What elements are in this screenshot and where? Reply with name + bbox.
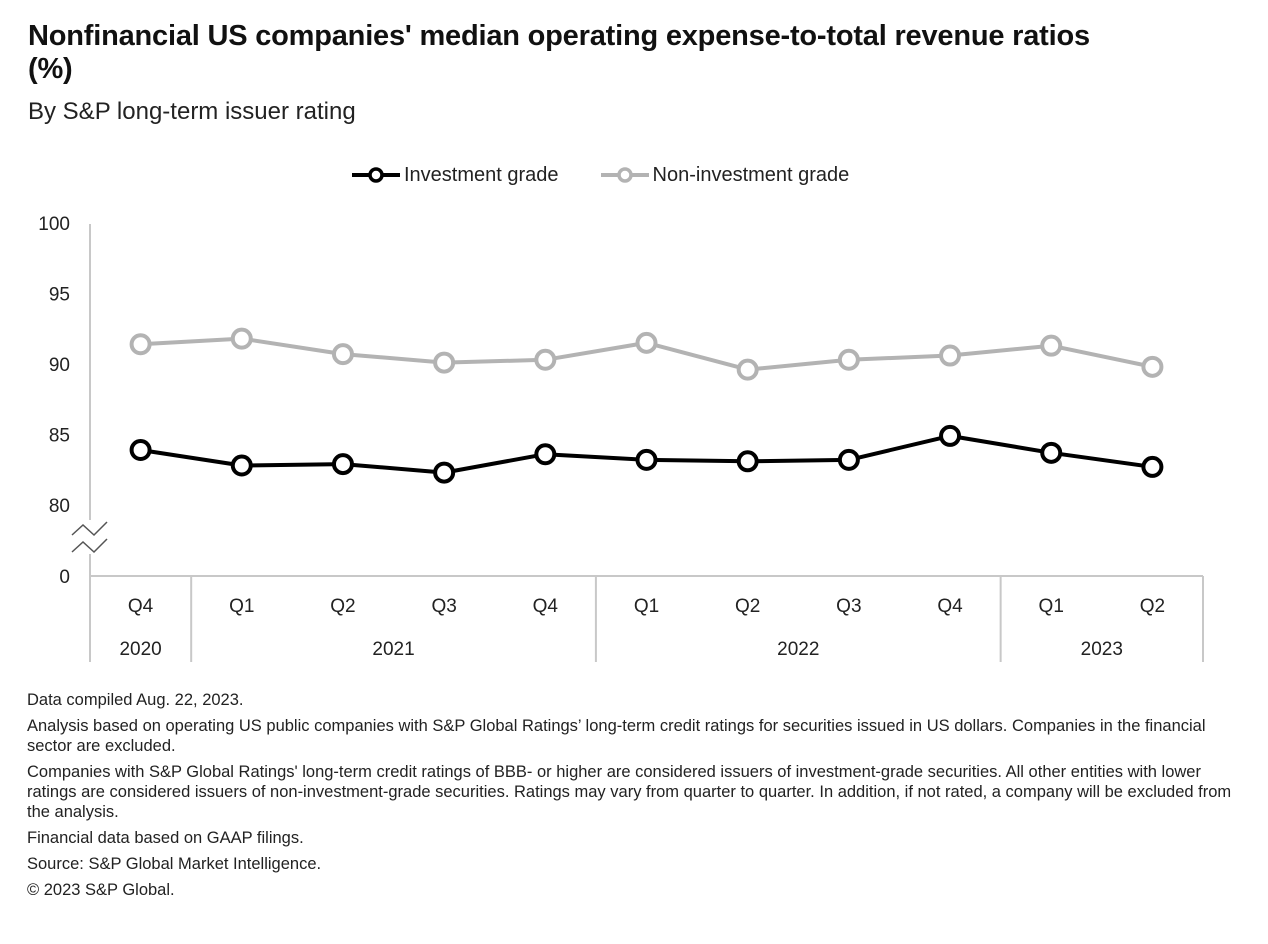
x-tick-label-6: Q2	[735, 596, 760, 617]
data-point-investment-grade-6[interactable]	[736, 450, 759, 473]
axis-break-line-lower	[71, 538, 108, 554]
y-tick-label-100: 100	[38, 214, 70, 235]
y-tick-label-95: 95	[49, 285, 70, 306]
data-point-investment-grade-7[interactable]	[837, 448, 860, 471]
data-point-non-investment-grade-3[interactable]	[433, 351, 456, 374]
footnote-ratings-definition: Companies with S&P Global Ratings' long-…	[27, 763, 1232, 821]
y-axis: 100 95 90 85 80 0	[38, 214, 110, 662]
footnote-data-compiled: Data compiled Aug. 22, 2023.	[27, 691, 244, 709]
x-tick-label-0: Q4	[128, 596, 154, 617]
data-point-non-investment-grade-10[interactable]	[1141, 355, 1164, 378]
chart-title: Nonfinancial US companies' median operat…	[28, 20, 1090, 85]
data-point-investment-grade-3[interactable]	[433, 461, 456, 484]
data-point-non-investment-grade-5[interactable]	[635, 331, 658, 354]
series-layer	[129, 327, 1164, 484]
x-tick-label-5: Q1	[634, 596, 659, 617]
x-tick-label-1: Q1	[229, 596, 254, 617]
footnote-analysis-basis: Analysis based on operating US public co…	[27, 717, 1206, 755]
legend-label-non-investment-grade: Non-investment grade	[652, 163, 850, 186]
x-tick-label-4: Q4	[533, 596, 559, 617]
data-point-investment-grade-5[interactable]	[635, 448, 658, 471]
year-label-2020: 2020	[119, 639, 161, 660]
footnote-gaap: Financial data based on GAAP filings.	[27, 829, 304, 847]
legend-marker-investment-grade-icon	[352, 167, 400, 183]
x-tick-label-7: Q3	[836, 596, 861, 617]
data-point-non-investment-grade-4[interactable]	[534, 348, 557, 371]
year-label-2022: 2022	[777, 639, 819, 660]
data-point-non-investment-grade-8[interactable]	[939, 344, 962, 367]
x-axis: Q4 Q1 Q2 Q3 Q4 Q1 Q2 Q3 Q4 Q1 Q2 2020 2021 2022 2023	[90, 575, 1204, 662]
data-point-non-investment-grade-6[interactable]	[736, 358, 759, 381]
y-tick-label-80: 80	[49, 496, 70, 517]
footnote-source: Source: S&P Global Market Intelligence.	[27, 855, 322, 873]
data-point-non-investment-grade-1[interactable]	[230, 327, 253, 350]
x-tick-label-10: Q2	[1140, 596, 1165, 617]
x-tick-label-3: Q3	[431, 596, 456, 617]
data-point-investment-grade-8[interactable]	[939, 424, 962, 447]
year-label-2023: 2023	[1081, 639, 1123, 660]
footnote-copyright: © 2023 S&P Global.	[27, 881, 175, 899]
y-tick-label-baseline: 0	[59, 567, 70, 588]
data-point-investment-grade-4[interactable]	[534, 443, 557, 466]
data-point-investment-grade-2[interactable]	[331, 453, 354, 476]
x-tick-label-8: Q4	[937, 596, 963, 617]
data-point-investment-grade-1[interactable]	[230, 454, 253, 477]
y-tick-label-90: 90	[49, 355, 70, 376]
series-investment-grade	[129, 424, 1164, 484]
data-point-investment-grade-0[interactable]	[129, 439, 152, 462]
axis-break-line-upper	[71, 521, 108, 537]
legend-marker-non-investment-grade-icon	[600, 167, 649, 183]
legend-label-investment-grade: Investment grade	[404, 163, 559, 186]
y-tick-label-85: 85	[49, 426, 70, 447]
data-point-non-investment-grade-2[interactable]	[331, 343, 354, 366]
data-point-non-investment-grade-7[interactable]	[837, 348, 860, 371]
year-label-2021: 2021	[372, 639, 414, 660]
x-tick-label-9: Q1	[1039, 596, 1064, 617]
data-point-investment-grade-10[interactable]	[1141, 455, 1164, 478]
chart-subtitle: By S&P long-term issuer rating	[28, 98, 356, 125]
series-non-investment-grade	[129, 327, 1164, 381]
line-chart: 100 95 90 85 80 0 Q4 Q1 Q2 Q3 Q4 Q1 Q2 Q3 Q4 Q1 Q2 2020 2…	[38, 214, 1204, 662]
data-point-non-investment-grade-0[interactable]	[129, 333, 152, 356]
footnotes: Data compiled Aug. 22, 2023. Analysis ba…	[27, 690, 1237, 906]
x-tick-label-2: Q2	[330, 596, 355, 617]
data-point-non-investment-grade-9[interactable]	[1040, 334, 1063, 357]
axis-break-icon	[71, 520, 110, 554]
legend: Investment grade Non-investment grade	[350, 160, 889, 190]
legend-item-investment-grade[interactable]: Investment grade	[350, 164, 559, 187]
legend-item-non-investment-grade[interactable]: Non-investment grade	[599, 163, 850, 187]
data-point-investment-grade-9[interactable]	[1040, 441, 1063, 464]
